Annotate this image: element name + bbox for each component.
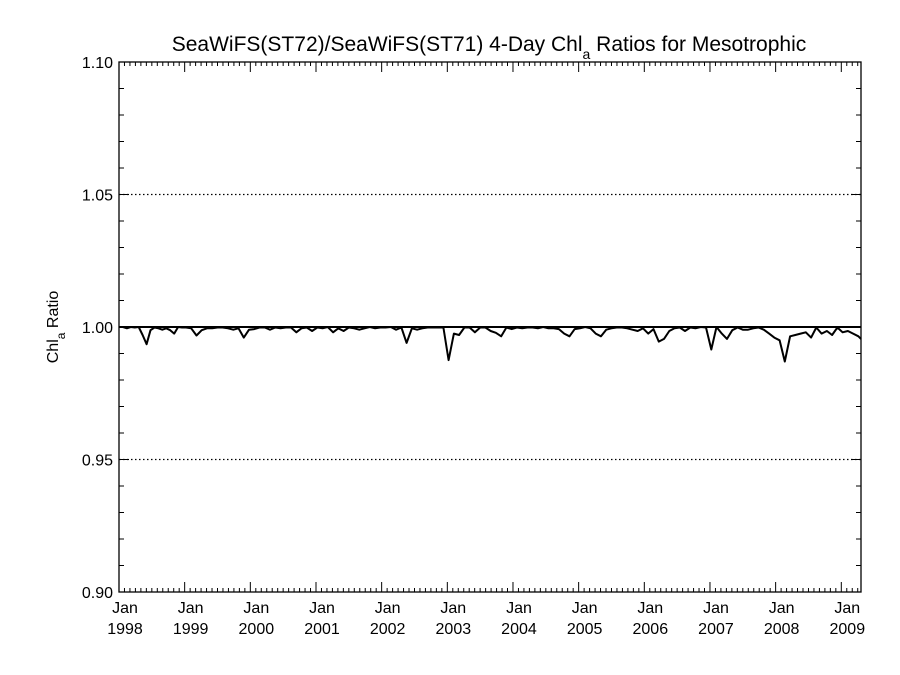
x-tick-label-year: 2001 [304,621,340,638]
x-tick-label-year: 2007 [698,621,734,638]
x-tick-label-month: Jan [834,600,860,617]
x-tick-label-month: Jan [703,600,729,617]
chart-title-subscript: a [583,46,591,62]
tick-layer [118,61,861,593]
x-tick-label-month: Jan [637,600,663,617]
plot-frame [118,61,862,593]
chart-title-rest: Ratios for Mesotrophic [590,33,806,56]
label-layer: 0.90 0.95 1.00 1.05 1.10 Jan 1998 Jan 1999 Jan 200… [82,55,865,638]
x-tick-label-month: Jan [112,600,138,617]
chart-title: SeaWiFS(ST72)/SeaWiFS(ST71) 4-Day Chla R… [172,33,806,62]
x-tick-label-month: Jan [769,600,795,617]
x-tick-label-year: 2002 [370,621,406,638]
x-tick-label-year: 2009 [830,621,866,638]
x-tick-label-month: Jan [506,600,532,617]
y-tick-label: 0.90 [82,585,113,602]
x-tick-label-year: 1999 [173,621,209,638]
x-tick-label-month: Jan [243,600,269,617]
y-tick-label: 1.05 [82,188,113,205]
x-tick-label-year: 1998 [107,621,143,638]
x-tick-label-year: 2003 [436,621,472,638]
x-tick-label-year: 2006 [633,621,669,638]
y-axis-label-subscript: a [54,332,68,339]
x-tick-label-month: Jan [572,600,598,617]
y-tick-label: 0.95 [82,453,113,470]
y-axis-label-rest: Ratio [45,291,62,333]
x-tick-label-month: Jan [309,600,335,617]
x-tick-label-year: 2004 [501,621,537,638]
x-tick-label-month: Jan [375,600,401,617]
x-tick-label-year: 2000 [239,621,275,638]
series-line [119,326,862,363]
series-layer [119,326,862,363]
x-tick-label-year: 2008 [764,621,800,638]
chart-title-main: SeaWiFS(ST72)/SeaWiFS(ST71) 4-Day Chl [172,33,583,56]
y-tick-label: 1.10 [82,55,113,72]
x-tick-label-month: Jan [440,600,466,617]
y-axis-label-main: Chl [45,339,62,363]
x-tick-label-year: 2005 [567,621,603,638]
y-axis-label: Chla Ratio [45,291,68,364]
x-tick-label-month: Jan [178,600,204,617]
y-tick-label: 1.00 [82,320,113,337]
